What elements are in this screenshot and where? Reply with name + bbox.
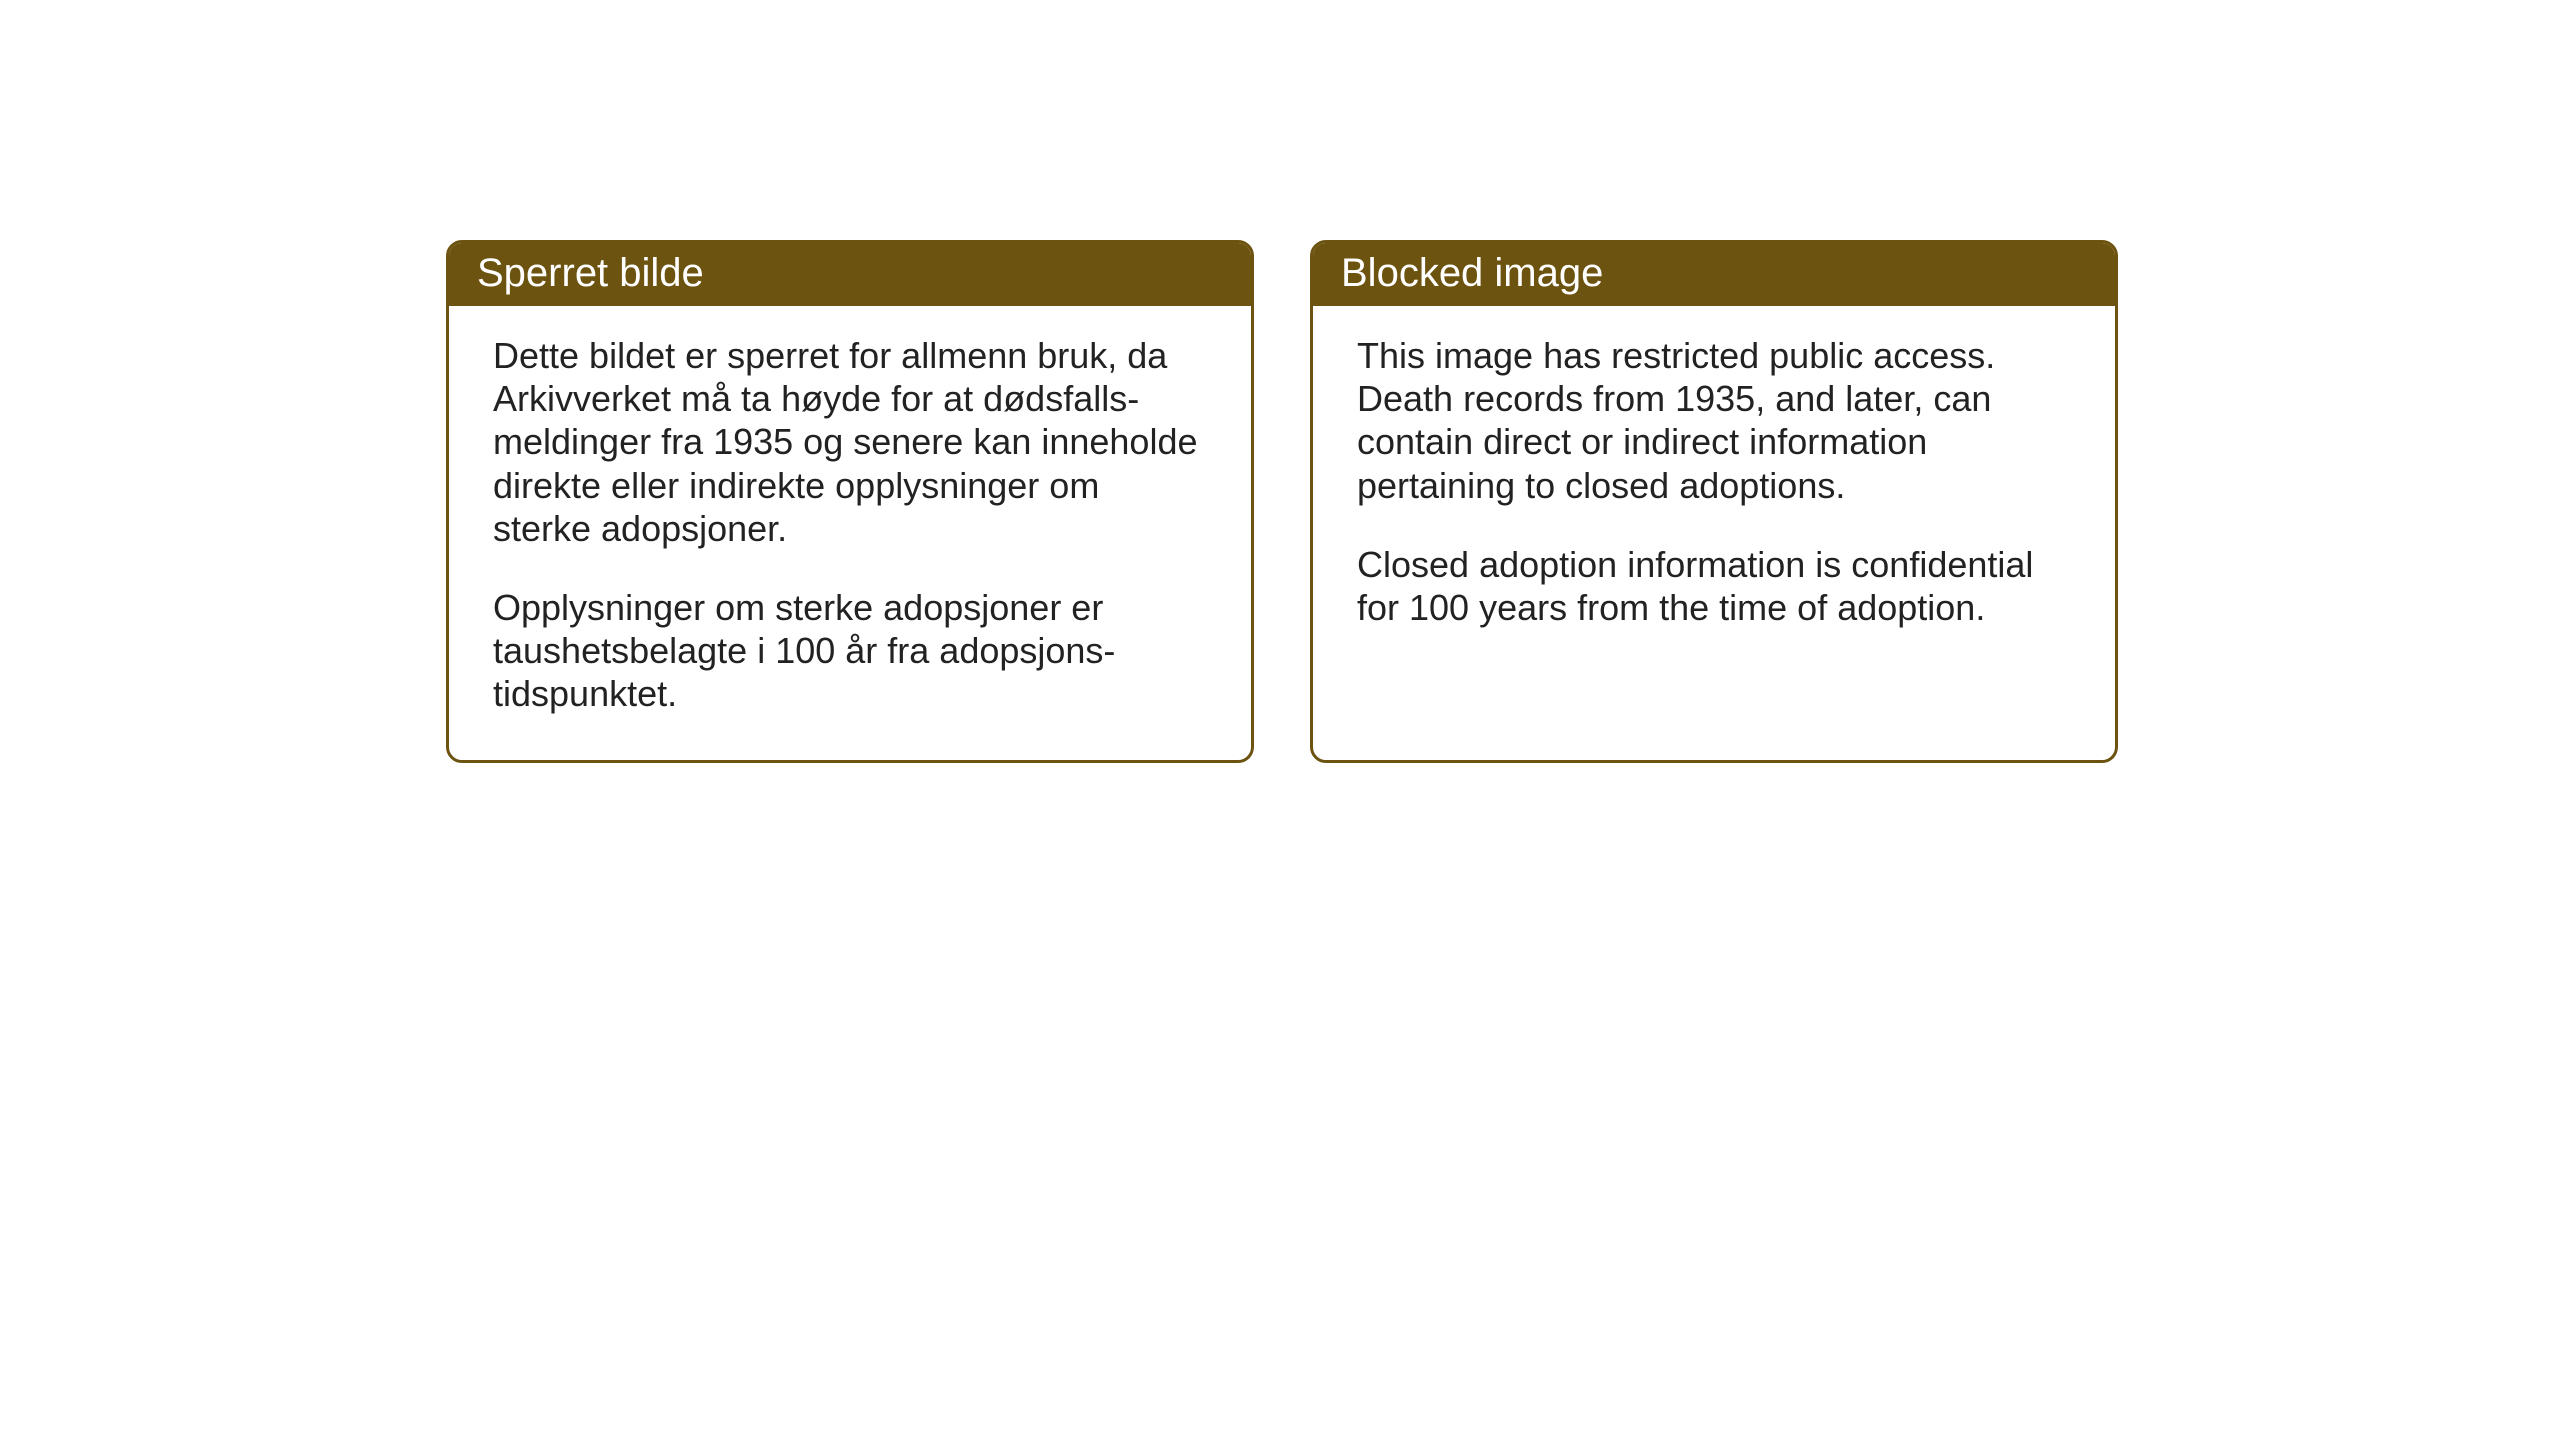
- notice-container: Sperret bilde Dette bildet er sperret fo…: [446, 240, 2118, 763]
- notice-paragraph: Dette bildet er sperret for allmenn bruk…: [493, 334, 1207, 550]
- notice-body: Dette bildet er sperret for allmenn bruk…: [449, 306, 1251, 760]
- notice-paragraph: This image has restricted public access.…: [1357, 334, 2071, 507]
- notice-title: Sperret bilde: [477, 251, 704, 295]
- notice-body: This image has restricted public access.…: [1313, 306, 2115, 713]
- notice-header: Blocked image: [1313, 243, 2115, 306]
- notice-card-english: Blocked image This image has restricted …: [1310, 240, 2118, 763]
- notice-title: Blocked image: [1341, 251, 1603, 295]
- notice-paragraph: Opplysninger om sterke adopsjoner er tau…: [493, 586, 1207, 716]
- notice-paragraph: Closed adoption information is confident…: [1357, 543, 2071, 629]
- notice-card-norwegian: Sperret bilde Dette bildet er sperret fo…: [446, 240, 1254, 763]
- notice-header: Sperret bilde: [449, 243, 1251, 306]
